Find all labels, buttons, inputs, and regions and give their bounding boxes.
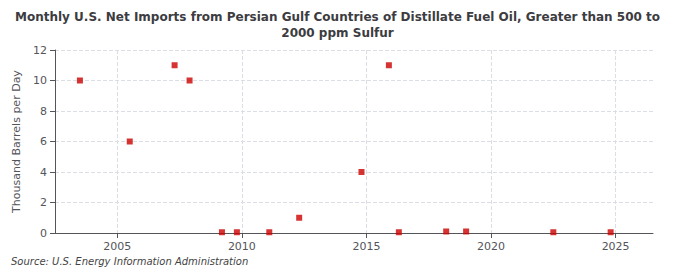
svg-text:2: 2 xyxy=(40,196,47,209)
svg-text:2025: 2025 xyxy=(602,240,630,253)
svg-text:2010: 2010 xyxy=(228,240,256,253)
svg-text:4: 4 xyxy=(40,166,47,179)
svg-text:Thousand Barrels per Day: Thousand Barrels per Day xyxy=(10,70,23,214)
svg-text:10: 10 xyxy=(33,74,47,87)
svg-text:Source: U.S. Energy Informatio: Source: U.S. Energy Information Administ… xyxy=(11,256,248,267)
svg-text:12: 12 xyxy=(33,44,47,57)
svg-text:2020: 2020 xyxy=(477,240,505,253)
svg-text:8: 8 xyxy=(40,105,47,118)
svg-text:2015: 2015 xyxy=(352,240,380,253)
svg-text:Monthly U.S. Net Imports from: Monthly U.S. Net Imports from Persian Gu… xyxy=(15,10,660,24)
svg-text:6: 6 xyxy=(40,135,47,148)
svg-text:2000 ppm Sulfur: 2000 ppm Sulfur xyxy=(281,26,394,40)
svg-text:2005: 2005 xyxy=(103,240,131,253)
svg-text:0: 0 xyxy=(40,227,47,240)
